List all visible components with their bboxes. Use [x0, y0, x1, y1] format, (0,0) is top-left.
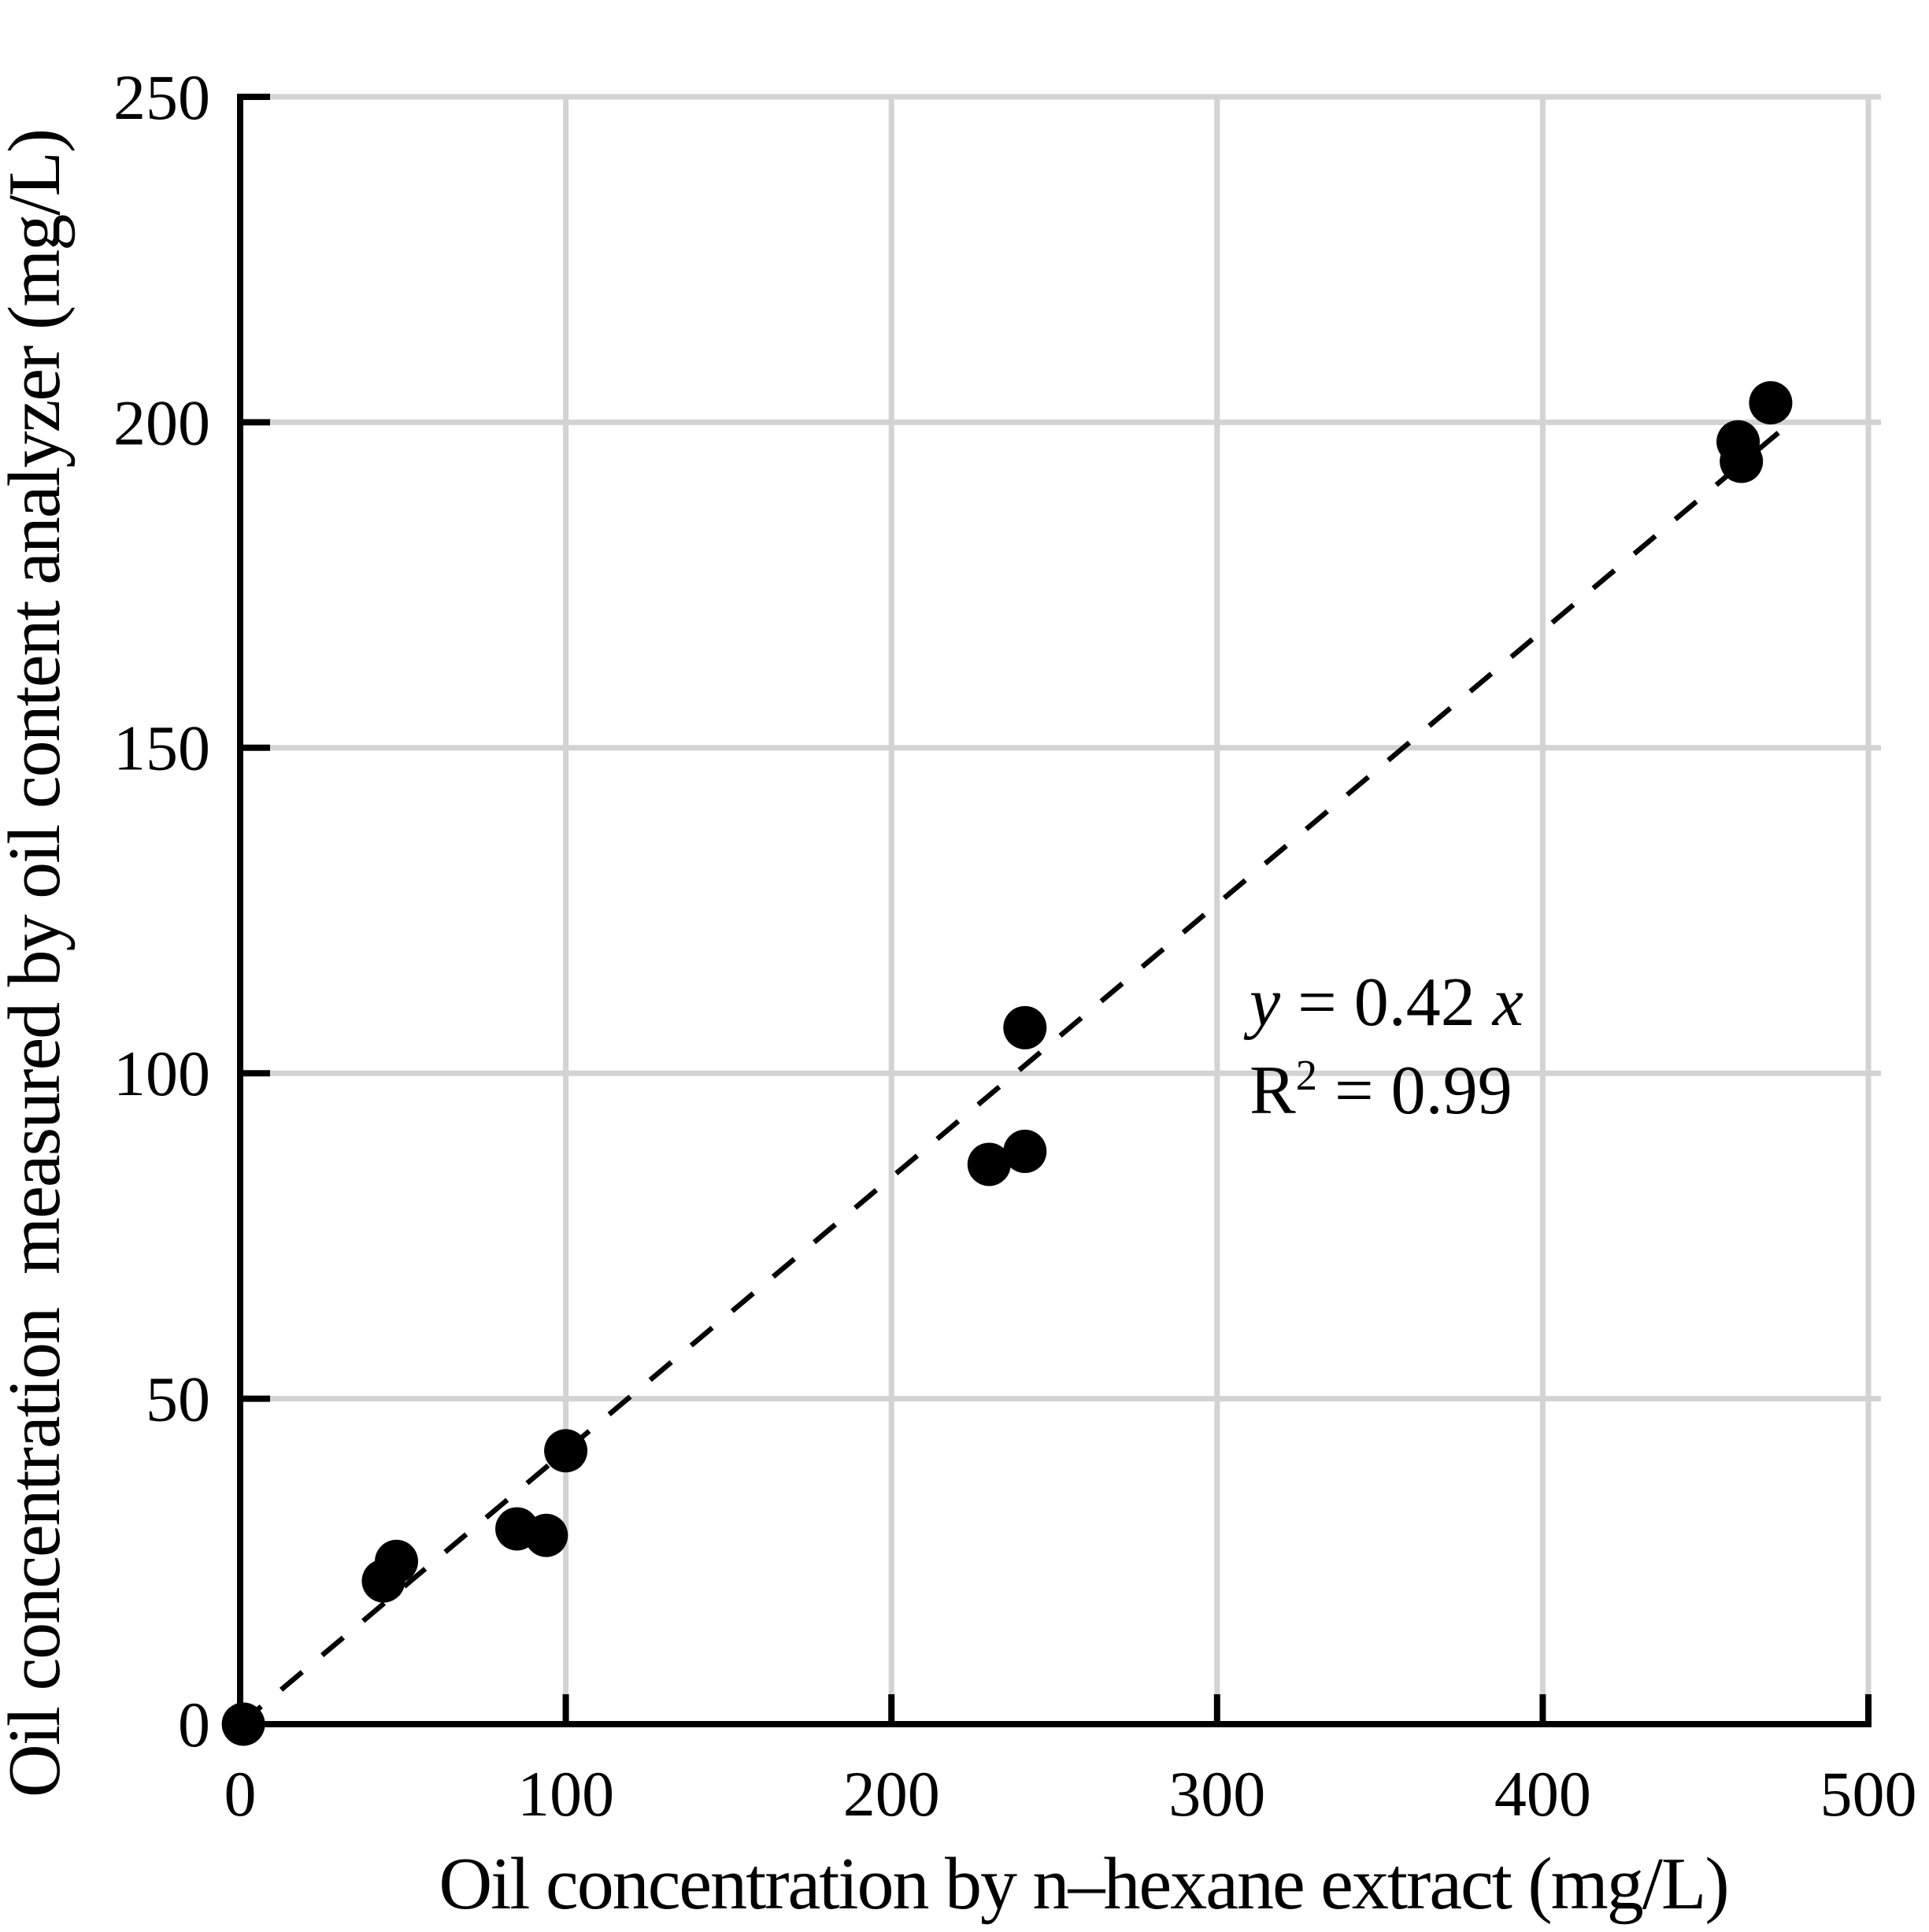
data-points	[221, 381, 1793, 1746]
gridlines	[240, 94, 1881, 1724]
y-axis-title: Oil concentration measured by oil conten…	[0, 130, 76, 1797]
x-tick-label: 300	[1168, 1758, 1265, 1830]
data-point	[221, 1702, 265, 1746]
trend-line	[238, 415, 1799, 1727]
x-tick-label: 100	[517, 1758, 614, 1830]
trend-annotation: y = 0.42 x R2 = 0.99	[1243, 964, 1524, 1129]
y-tick-label: 50	[146, 1363, 210, 1434]
data-point	[967, 1142, 1011, 1186]
data-point	[524, 1513, 568, 1557]
data-point	[375, 1539, 419, 1583]
tick-marks	[240, 94, 1872, 1724]
data-point	[1003, 1005, 1047, 1049]
x-tick-label: 500	[1820, 1758, 1917, 1830]
r-squared-text: R2 = 0.99	[1250, 1051, 1512, 1130]
data-point	[1003, 1129, 1047, 1173]
x-axis-title: Oil concentration by n–hexane extract (m…	[439, 1843, 1727, 1925]
y-tick-label: 250	[113, 61, 210, 133]
data-point	[544, 1429, 588, 1473]
tick-labels: 0 100 200 300 400 500 0 50 100 150 200 250	[113, 61, 1917, 1830]
y-tick-label: 0	[178, 1689, 210, 1760]
x-tick-label: 200	[843, 1758, 940, 1830]
y-tick-label: 100	[113, 1038, 210, 1109]
x-tick-label: 400	[1494, 1758, 1591, 1830]
y-tick-label: 150	[113, 712, 210, 784]
data-point	[1720, 439, 1764, 483]
y-tick-label: 200	[113, 387, 210, 458]
equation-text: y = 0.42 x	[1243, 964, 1524, 1041]
x-tick-label: 0	[224, 1758, 257, 1830]
data-point	[1749, 381, 1793, 425]
trendline	[238, 415, 1799, 1727]
axes	[237, 94, 1872, 1727]
